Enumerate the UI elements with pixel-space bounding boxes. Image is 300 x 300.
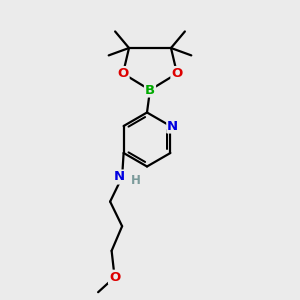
Text: H: H	[131, 173, 141, 187]
Text: O: O	[117, 67, 129, 80]
Text: N: N	[114, 170, 125, 184]
Text: B: B	[145, 83, 155, 97]
Text: N: N	[167, 119, 178, 133]
Text: O: O	[171, 67, 183, 80]
Text: O: O	[109, 271, 120, 284]
